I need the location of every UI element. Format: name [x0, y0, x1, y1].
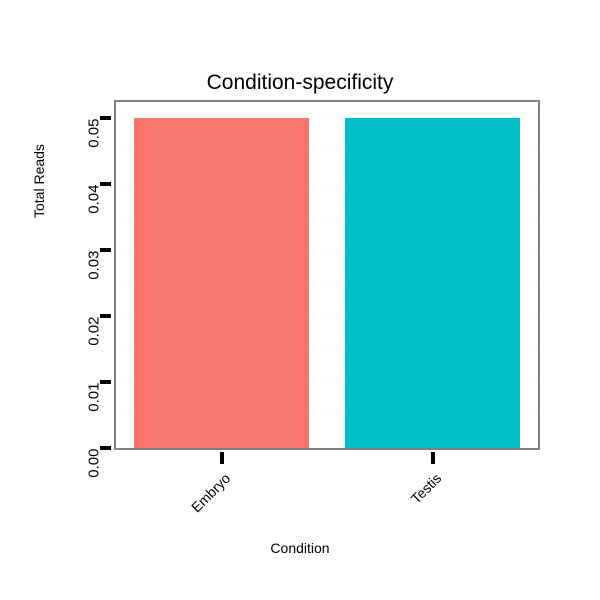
- y-tick-label: 0.04: [85, 184, 103, 215]
- gridline-major: [116, 448, 538, 449]
- y-axis-title: Total Reads: [31, 144, 47, 218]
- gridline-minor: [116, 217, 538, 219]
- chart-title: Condition-specificity: [206, 71, 394, 94]
- gridline-major: [116, 382, 538, 384]
- gridline-major: [116, 250, 538, 252]
- y-tick-mark: [100, 116, 111, 121]
- gridline-major: [116, 316, 538, 318]
- x-axis-title: Condition: [270, 540, 330, 556]
- x-tick-mark: [219, 452, 224, 464]
- gridline-minor: [116, 283, 538, 285]
- x-tick-mark: [430, 452, 435, 464]
- y-tick-label: 0.02: [85, 316, 103, 346]
- bar-embryo: [133, 118, 310, 448]
- bar-testis: [344, 118, 521, 448]
- plot-panel: [114, 100, 540, 450]
- y-tick-mark: [100, 314, 111, 319]
- y-tick-label: 0.01: [85, 382, 103, 412]
- y-tick-mark: [100, 248, 111, 253]
- y-tick-mark: [100, 182, 111, 187]
- y-tick-mark: [100, 380, 111, 385]
- gridline-major: [116, 118, 538, 120]
- y-tick-mark: [100, 446, 111, 450]
- gridline-major: [116, 184, 538, 186]
- y-tick-label: 0.05: [85, 118, 103, 149]
- y-tick-label: 0.03: [85, 250, 103, 280]
- y-tick-label: 0.00: [85, 448, 103, 478]
- gridline-minor: [116, 151, 538, 153]
- gridline-minor: [116, 415, 538, 417]
- gridline-minor: [116, 349, 538, 351]
